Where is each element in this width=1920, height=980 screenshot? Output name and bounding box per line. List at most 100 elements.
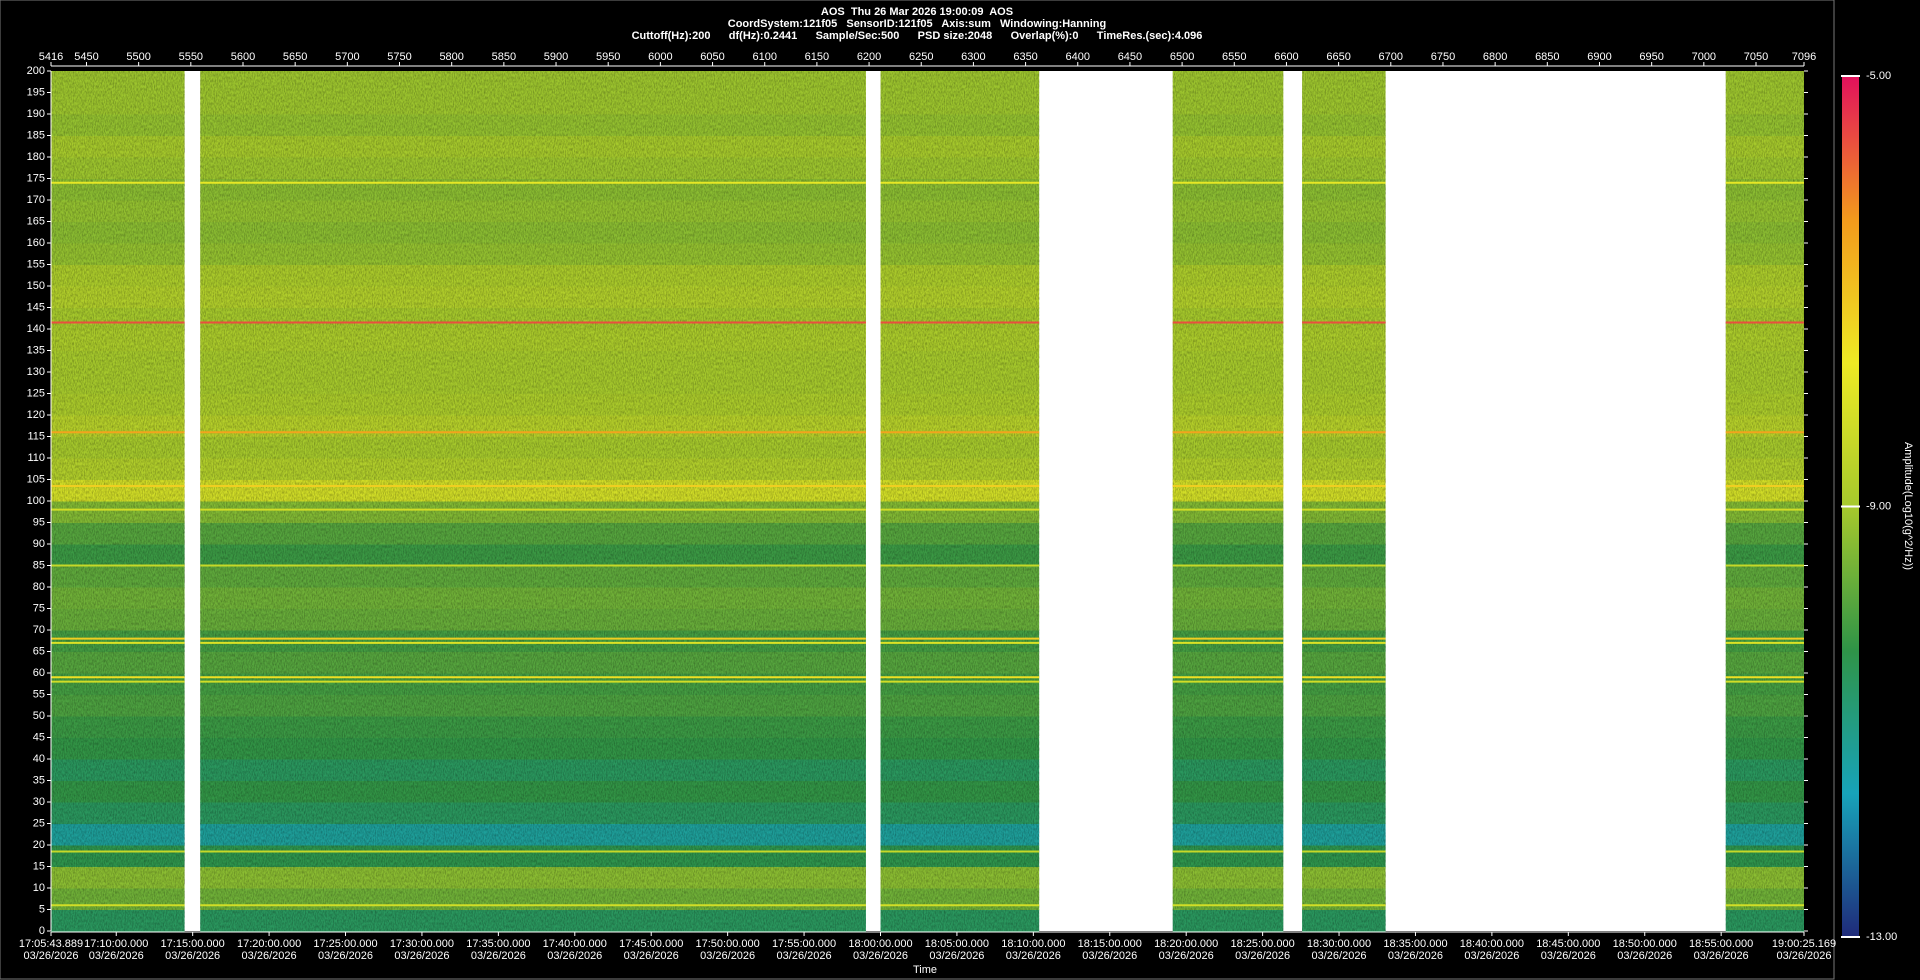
x-tick-date: 03/26/2026 (471, 950, 526, 962)
x-tick-date: 03/26/2026 (1006, 950, 1061, 962)
y-tick-label: 140 (27, 323, 45, 335)
y-tick-label: 75 (33, 602, 45, 614)
x2-tick-label: 6550 (1222, 51, 1246, 63)
x-tick-date: 03/26/2026 (1617, 950, 1672, 962)
y-tick-label: 170 (27, 194, 45, 206)
x2-tick-label: 6350 (1013, 51, 1037, 63)
colorbar-label: Amplitude(Log10(g^2/Hz)) (1902, 442, 1914, 570)
y-tick-label: 195 (27, 86, 45, 98)
x-tick-label: 18:35:00.000 (1383, 938, 1447, 950)
x2-tick-label: 6450 (1118, 51, 1142, 63)
x-tick-date: 03/26/2026 (777, 950, 832, 962)
y-tick-label: 25 (33, 817, 45, 829)
x2-tick-label: 6000 (648, 51, 672, 63)
y-tick-label: 155 (27, 258, 45, 270)
x-tick-date: 03/26/2026 (1694, 950, 1749, 962)
x-tick-label: 17:15:00.000 (161, 938, 225, 950)
y-tick-label: 165 (27, 215, 45, 227)
x-tick-label: 17:50:00.000 (696, 938, 760, 950)
y-tick-label: 145 (27, 301, 45, 313)
y-tick-label: 180 (27, 151, 45, 163)
y-tick-label: 125 (27, 387, 45, 399)
x-tick-date: 03/26/2026 (1235, 950, 1290, 962)
x-tick-date: 03/26/2026 (624, 950, 679, 962)
y-tick-label: 55 (33, 688, 45, 700)
x2-tick-label: 6500 (1170, 51, 1194, 63)
colorbar-tick-label: -13.00 (1866, 931, 1897, 943)
x-tick-label: 18:55:00.000 (1689, 938, 1753, 950)
x2-tick-label: 6300 (961, 51, 985, 63)
x2-tick-label: 5950 (596, 51, 620, 63)
x2-tick-label: 5416 (39, 51, 63, 63)
x-tick-label: 18:10:00.000 (1001, 938, 1065, 950)
x-tick-label: 17:05:43.889 (19, 938, 83, 950)
x2-tick-label: 6600 (1274, 51, 1298, 63)
x-tick-date: 03/26/2026 (1541, 950, 1596, 962)
x-tick-label: 18:05:00.000 (925, 938, 989, 950)
x2-tick-label: 6800 (1483, 51, 1507, 63)
x-tick-label: 18:40:00.000 (1460, 938, 1524, 950)
x-tick-date: 03/26/2026 (318, 950, 373, 962)
x-tick-label: 18:45:00.000 (1536, 938, 1600, 950)
x-tick-label: 17:30:00.000 (390, 938, 454, 950)
y-tick-label: 160 (27, 237, 45, 249)
y-tick-label: 130 (27, 366, 45, 378)
x-tick-date: 03/26/2026 (1388, 950, 1443, 962)
x2-tick-label: 5500 (126, 51, 150, 63)
y-tick-label: 40 (33, 753, 45, 765)
x-tick-label: 18:00:00.000 (848, 938, 912, 950)
x-tick-label: 18:25:00.000 (1230, 938, 1294, 950)
x2-tick-label: 6150 (805, 51, 829, 63)
x-tick-label: 17:25:00.000 (313, 938, 377, 950)
y-tick-label: 85 (33, 559, 45, 571)
x-tick-date: 03/26/2026 (853, 950, 908, 962)
x-tick-label: 19:00:25.169 (1772, 938, 1836, 950)
x2-tick-label: 5750 (387, 51, 411, 63)
chart-subtitle: Cuttoff(Hz):200 df(Hz):0.2441 Sample/Sec… (632, 30, 1203, 42)
x2-tick-label: 6900 (1587, 51, 1611, 63)
x2-tick-label: 5600 (231, 51, 255, 63)
y-tick-label: 110 (27, 452, 45, 464)
x-tick-label: 17:45:00.000 (619, 938, 683, 950)
y-tick-label: 10 (33, 882, 45, 894)
x-tick-date: 03/26/2026 (1312, 950, 1367, 962)
y-tick-label: 150 (27, 280, 45, 292)
chart-subtitle: CoordSystem:121f05 SensorID:121f05 Axis:… (728, 18, 1106, 30)
x2-tick-label: 5700 (335, 51, 359, 63)
y-tick-label: 120 (27, 409, 45, 421)
x-tick-label: 18:15:00.000 (1078, 938, 1142, 950)
x2-tick-label: 6400 (1066, 51, 1090, 63)
y-tick-label: 45 (33, 731, 45, 743)
x2-tick-label: 6850 (1535, 51, 1559, 63)
x-tick-date: 03/26/2026 (89, 950, 144, 962)
y-tick-label: 70 (33, 624, 45, 636)
plot-area (51, 71, 1804, 932)
x-tick-label: 17:35:00.000 (466, 938, 530, 950)
x2-tick-label: 5450 (74, 51, 98, 63)
x2-tick-label: 5900 (544, 51, 568, 63)
y-tick-label: 35 (33, 774, 45, 786)
texture (1725, 71, 1804, 931)
y-tick-label: 200 (27, 65, 45, 77)
x-tick-date: 03/26/2026 (1082, 950, 1137, 962)
x-tick-date: 03/26/2026 (1159, 950, 1214, 962)
texture (1172, 71, 1284, 931)
y-tick-label: 65 (33, 645, 45, 657)
y-tick-label: 0 (39, 925, 45, 937)
x-tick-date: 03/26/2026 (1464, 950, 1519, 962)
x2-tick-label: 7000 (1692, 51, 1716, 63)
x2-tick-label: 6650 (1326, 51, 1350, 63)
x-tick-date: 03/26/2026 (242, 950, 297, 962)
y-tick-label: 90 (33, 538, 45, 550)
y-tick-label: 100 (27, 495, 45, 507)
y-tick-label: 95 (33, 516, 45, 528)
x2-tick-label: 5550 (179, 51, 203, 63)
x-tick-date: 03/26/2026 (1776, 950, 1831, 962)
x-tick-label: 17:40:00.000 (543, 938, 607, 950)
y-tick-label: 30 (33, 796, 45, 808)
y-tick-label: 135 (27, 344, 45, 356)
y-tick-label: 80 (33, 581, 45, 593)
x2-tick-label: 6700 (1379, 51, 1403, 63)
texture (51, 71, 185, 931)
